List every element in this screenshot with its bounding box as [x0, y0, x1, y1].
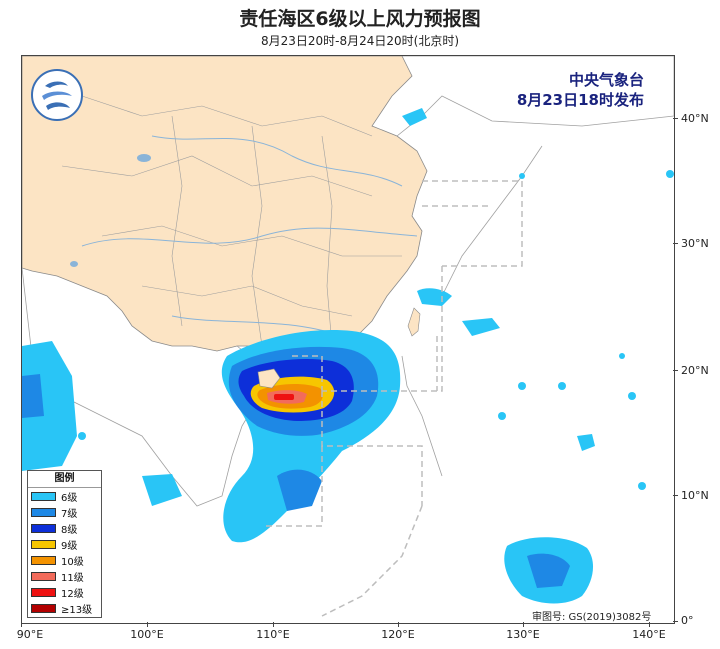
map-subtitle: 8月23日20时-8月24日20时(北京时) — [260, 34, 460, 48]
lat-tick — [673, 370, 678, 371]
legend-label: 7级 — [61, 508, 78, 520]
lon-tick — [523, 622, 524, 627]
legend-swatch — [31, 603, 56, 613]
legend-swatch — [31, 555, 56, 565]
legend-label: 6级 — [61, 492, 78, 504]
map-title: 责任海区6级以上风力预报图 — [239, 8, 481, 30]
lon-label: 130°E — [506, 628, 540, 641]
lon-label: 100°E — [130, 628, 164, 641]
lon-tick — [21, 622, 22, 627]
legend-item: 12级 — [28, 584, 101, 600]
lon-label: 140°E — [632, 628, 666, 641]
lon-tick — [398, 622, 399, 627]
legend-swatch — [31, 587, 56, 597]
lon-label: 110°E — [256, 628, 290, 641]
issuer-org: 中央气象台 — [568, 71, 644, 89]
lon-label: 120°E — [381, 628, 415, 641]
legend-item: 10级 — [28, 552, 101, 568]
lat-tick — [673, 495, 678, 496]
legend-swatch — [31, 571, 56, 581]
lat-tick — [673, 118, 678, 119]
wind-level-12-areas — [274, 394, 294, 400]
legend-swatch — [31, 539, 56, 549]
legend-label: 8级 — [61, 524, 78, 536]
legend-swatch — [31, 523, 56, 533]
lat-label: 30°N — [681, 237, 709, 250]
lat-label: 10°N — [681, 489, 709, 502]
lat-tick — [673, 621, 678, 622]
legend: 图例 6级 7级 8级 9级 10级 11级 12级 ≥13级 — [27, 470, 102, 618]
legend-swatch — [31, 491, 56, 501]
legend-label: 9级 — [61, 540, 78, 552]
issuer-block: 中央气象台 8月23日18时发布 — [517, 70, 644, 110]
lon-tick — [649, 622, 650, 627]
legend-title: 图例 — [28, 471, 101, 488]
issuer-time: 8月23日18时发布 — [516, 91, 644, 109]
lon-label: 90°E — [16, 628, 44, 641]
legend-label: 10级 — [61, 556, 84, 568]
lat-tick — [673, 243, 678, 244]
approval-number: 审图号: GS(2019)3082号 — [532, 612, 652, 623]
legend-label: 11级 — [61, 572, 84, 584]
lat-label: 0° — [681, 614, 694, 627]
map-canvas — [22, 56, 674, 617]
lat-label: 40°N — [681, 112, 709, 125]
legend-label: ≥13级 — [61, 604, 93, 616]
legend-item: ≥13级 — [28, 600, 101, 616]
legend-item: 8级 — [28, 520, 101, 536]
map-area[interactable]: 中央气象台 8月23日18时发布 — [21, 55, 675, 624]
legend-item: 6级 — [28, 488, 101, 504]
lon-tick — [273, 622, 274, 627]
legend-item: 11级 — [28, 568, 101, 584]
lon-tick — [147, 622, 148, 627]
lat-label: 20°N — [681, 364, 709, 377]
sea-area-boundaries — [262, 180, 523, 617]
legend-label: 12级 — [61, 588, 84, 600]
taiwan-land — [407, 307, 421, 337]
legend-swatch — [31, 507, 56, 517]
legend-item: 7级 — [28, 504, 101, 520]
cma-logo-icon — [30, 68, 84, 122]
legend-item: 9级 — [28, 536, 101, 552]
